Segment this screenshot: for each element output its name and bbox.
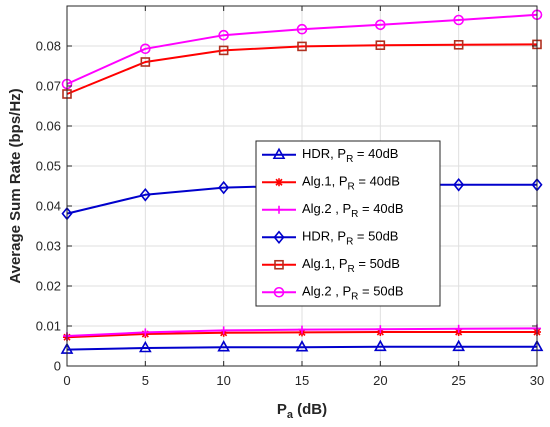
legend-marker [275,205,283,214]
data-point [141,328,150,337]
legend-label: Alg.1, PR = 50dB [302,256,400,275]
legend-entry: HDR, PR = 50dB [262,228,398,247]
tick-labels: 0 5 10 15 20 25 30 0 0.01 0.02 0.03 0.04 0.05 0.06 0.0… [36,6,544,388]
data-point [453,178,465,192]
data-point [218,29,229,41]
series-line [66,43,538,95]
legend-marker [275,178,283,187]
legend-marker [272,147,286,160]
x-tick-label: 0 [63,373,70,388]
data-point [219,326,228,335]
legend-label: Alg.2 , PR = 40dB [302,201,404,220]
x-tick-label: 20 [373,373,387,388]
legend: HDR, PR = 40dB Alg.1, PR = 40dB Alg.2 , PR… [255,140,441,307]
data-point [373,339,387,352]
y-tick-label: 0.02 [36,279,61,294]
data-point [140,43,151,55]
x-tick-label: 30 [530,373,544,388]
y-tick-label: 0 [54,359,61,374]
y-tick-label: 0.06 [36,119,61,134]
legend-marker [273,286,285,298]
data-point [296,23,308,35]
legend-label: HDR, PR = 50dB [302,228,398,247]
data-point [217,340,231,352]
legend-marker [273,230,285,245]
legend-label: Alg.1, PR = 40dB [302,173,400,192]
x-axis-label-sub: a [287,409,294,421]
legend-entry: Alg.1, PR = 40dB [262,173,400,192]
data-point [139,188,151,202]
y-tick-label: 0.04 [36,199,61,214]
series-6 [61,9,543,90]
x-axis-label-main: P [277,401,287,418]
y-tick-label: 0.05 [36,159,61,174]
data-point [454,324,463,333]
data-point [218,45,229,56]
x-tick-label: 5 [142,373,149,388]
data-point [138,340,152,353]
legend-entry: Alg.2 , PR = 50dB [262,283,404,302]
y-tick-label: 0.08 [36,39,61,54]
data-point [375,40,386,51]
x-tick-label: 15 [295,373,309,388]
data-point [452,339,466,352]
x-tick-label: 25 [451,373,465,388]
data-point [375,19,386,31]
data-point [453,39,464,50]
legend-entry: Alg.1, PR = 50dB [262,256,400,275]
legend-label: Alg.2 , PR = 50dB [302,283,404,302]
x-axis-label-rest: (dB) [293,401,327,418]
x-axis-label: Pa (dB) [277,401,327,421]
data-point [295,340,309,352]
x-tick-label: 10 [216,373,230,388]
series-line [66,345,537,351]
data-point [140,57,151,67]
data-point [453,14,464,26]
legend-label: HDR, PR = 40dB [302,146,398,165]
series-line [66,13,538,85]
y-axis-label: Average Sum Rate (bps/Hz) [7,88,24,283]
legend-box [255,140,441,307]
data-point [376,325,385,334]
legend-entry: Alg.2 , PR = 40dB [262,201,404,220]
y-tick-label: 0.03 [36,239,61,254]
data-point [218,180,230,195]
legend-marker [274,259,284,270]
data-point [298,325,306,334]
data-point [297,41,307,52]
legend-entry: HDR, PR = 40dB [262,146,398,165]
y-tick-label: 0.01 [36,319,61,334]
y-tick-label: 0.07 [36,79,61,94]
